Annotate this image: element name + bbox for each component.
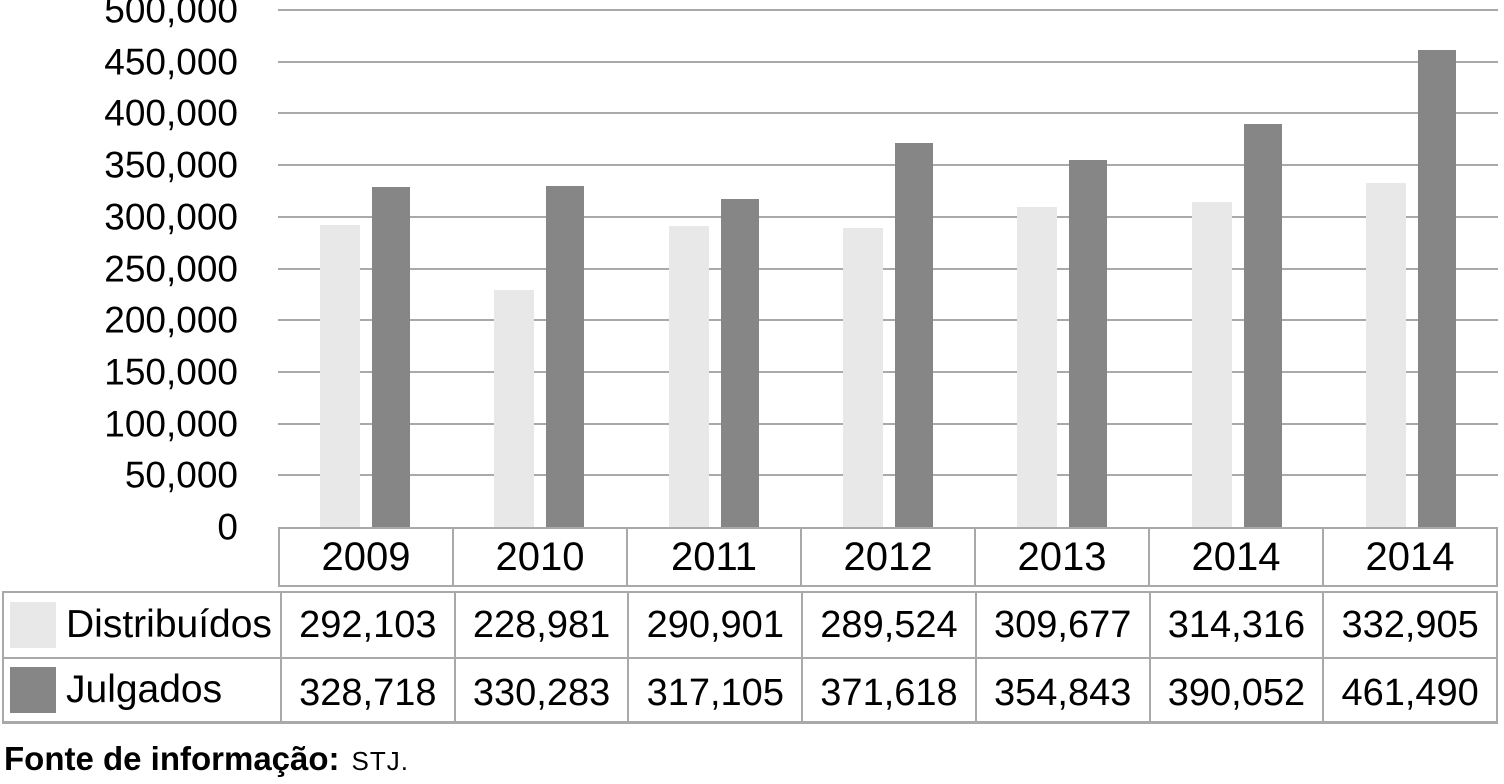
bar-distribuidos [1365,182,1406,527]
y-tick-label: 450,000 [104,41,238,83]
series-label: Distribuídos [66,603,272,646]
value-cell: 390,052 [1148,657,1323,721]
year-cell: 2011 [626,529,800,585]
bar-julgados [1243,123,1282,527]
legend-swatch-julgados-icon [10,667,56,713]
year-cell: 2012 [800,529,974,585]
gridline [278,370,1498,373]
series-label: Julgados [66,668,223,711]
bar-julgados [1069,160,1108,527]
value-cell: 290,901 [627,593,801,657]
bar-group [1149,10,1323,527]
y-tick-label: 300,000 [104,196,238,238]
bar-group [627,10,801,527]
source-label: Fonte de informação: [4,740,340,777]
value-cell: 330,283 [453,657,628,721]
year-cell: 2010 [452,529,626,585]
bar-julgados [720,199,759,527]
bar-julgados [1417,49,1456,527]
year-cell: 2014 [1148,529,1322,585]
bar-julgados [546,185,585,527]
bar-julgados [894,142,933,527]
y-tick-label: 250,000 [104,248,238,289]
gridline [278,60,1498,63]
legend-cell-julgados: Julgados [4,657,280,721]
bar-distribuidos [1017,206,1058,527]
gridline [278,215,1498,218]
bar-distribuidos [842,227,883,527]
plot-area [278,9,1498,527]
bar-distribuidos [494,290,535,527]
y-tick-label: 150,000 [104,351,238,393]
y-tick-label: 200,000 [104,299,238,341]
bar-distribuidos [1191,202,1232,527]
value-cell: 371,618 [801,657,975,721]
value-cell: 289,524 [801,593,975,657]
value-cell: 309,677 [974,593,1149,657]
bar-group [1324,10,1498,527]
value-cell: 354,843 [974,657,1149,721]
value-cell: 228,981 [453,593,628,657]
data-table: Distribuídos 292,103 228,981 290,901 289,524… [2,591,1498,724]
source-note: Fonte de informação: STJ. [4,740,409,778]
gridline [278,422,1498,425]
bar-distribuidos [320,224,361,527]
year-cell: 2014 [1322,529,1496,585]
source-value: STJ. [351,746,409,776]
bar-group [975,10,1149,527]
legend-swatch-distribuidos-icon [10,602,56,648]
value-cell: 461,490 [1322,657,1496,721]
value-cell: 332,905 [1322,593,1496,657]
y-tick-label: 400,000 [104,92,238,134]
y-tick-label: 0 [217,506,238,548]
year-cell: 2009 [321,534,411,579]
bar-julgados [372,187,411,527]
x-axis-year-row: 2009 2010 2011 2012 2013 2014 2014 [278,527,1498,587]
year-cell: 2013 [974,529,1148,585]
legend-cell-distribuidos: Distribuídos [4,593,280,657]
y-tick-label: 50,000 [124,454,238,496]
bar-group [278,10,452,527]
gridline [278,112,1498,115]
value-cell: 328,718 [280,657,454,721]
value-cell: 292,103 [280,593,454,657]
gridline [278,164,1498,167]
y-tick-label: 100,000 [104,403,238,445]
y-tick-label: 500,000 [104,0,238,31]
value-cell: 314,316 [1148,593,1323,657]
gridline [278,474,1498,477]
bar-distribuidos [668,226,709,527]
bar-group [801,10,975,527]
gridline [278,9,1498,11]
y-axis-labels: 500,000 450,000 400,000 350,000 300,000 250,0… [0,0,240,546]
y-tick-label: 350,000 [104,144,238,186]
bar-group [452,10,626,527]
gridline [278,267,1498,270]
value-cell: 317,105 [627,657,802,721]
gridline [278,319,1498,322]
